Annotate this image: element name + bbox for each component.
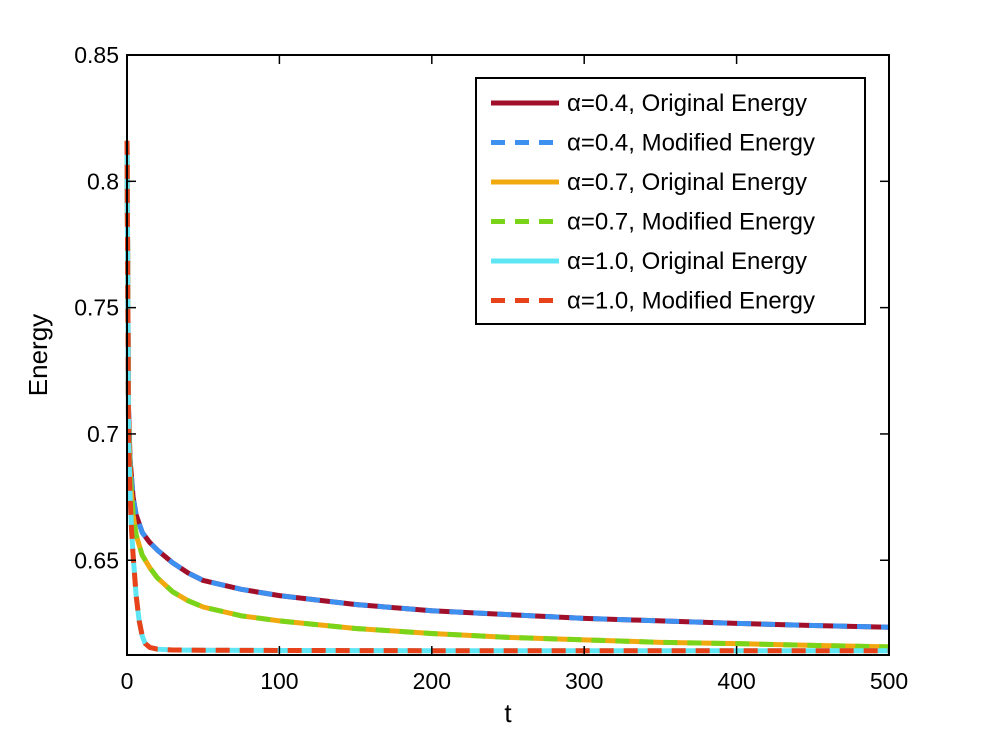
series-layer bbox=[124, 140, 890, 654]
y-axis-title: Energy bbox=[23, 314, 53, 396]
x-tick-label: 100 bbox=[260, 668, 298, 694]
x-tick-label: 0 bbox=[121, 668, 134, 694]
legend-label-4: α=1.0, Original Energy bbox=[567, 248, 807, 275]
legend: α=0.4, Original Energy α=0.4, Modified En… bbox=[475, 77, 866, 325]
x-tick-label: 200 bbox=[413, 668, 451, 694]
legend-box bbox=[475, 77, 866, 325]
x-tick-label: 300 bbox=[565, 668, 603, 694]
legend-label-0: α=0.4, Original Energy bbox=[567, 90, 807, 117]
x-axis-title: t bbox=[504, 698, 512, 728]
y-tick-label: 0.85 bbox=[74, 42, 119, 68]
legend-items: α=0.4, Original Energy α=0.4, Modified En… bbox=[491, 90, 815, 315]
y-tick-label: 0.8 bbox=[87, 168, 119, 194]
x-tick-label: 400 bbox=[717, 668, 755, 694]
y-tick-label: 0.75 bbox=[74, 295, 119, 321]
legend-label-5: α=1.0, Modified Energy bbox=[567, 288, 815, 315]
legend-label-1: α=0.4, Modified Energy bbox=[567, 130, 815, 157]
y-tick-label: 0.7 bbox=[87, 421, 119, 447]
series-line-2 bbox=[124, 140, 890, 650]
y-tick-label: 0.65 bbox=[74, 547, 119, 573]
tick-layer: 0 100 200 300 400 500 0.65 0.7 0.75 0.8 0.85 bbox=[74, 42, 908, 694]
legend-label-2: α=0.7, Original Energy bbox=[567, 169, 807, 196]
series-line-5 bbox=[124, 140, 889, 654]
x-tick-label: 500 bbox=[870, 668, 908, 694]
legend-label-3: α=0.7, Modified Energy bbox=[567, 209, 815, 236]
axes-box bbox=[126, 54, 890, 656]
